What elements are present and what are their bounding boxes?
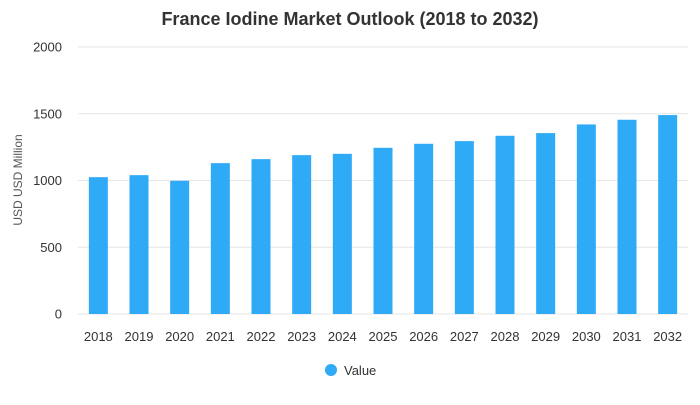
bar-2028[interactable]: [495, 135, 515, 314]
y-axis-label: USD USD Million: [11, 134, 25, 225]
y-tick-label: 1000: [33, 173, 62, 188]
y-tick-label: 500: [40, 240, 62, 255]
x-tick-label: 2024: [328, 329, 357, 344]
chart-title: France Iodine Market Outlook (2018 to 20…: [161, 9, 538, 29]
bar-2022[interactable]: [251, 159, 271, 314]
bar-2026[interactable]: [414, 143, 434, 314]
bar-2031[interactable]: [617, 119, 637, 314]
bar-2021[interactable]: [210, 163, 230, 314]
bar-2029[interactable]: [536, 133, 556, 314]
x-tick-label: 2032: [653, 329, 682, 344]
x-tick-label: 2020: [165, 329, 194, 344]
x-tick-label: 2022: [247, 329, 276, 344]
bar-2019[interactable]: [129, 175, 149, 314]
bar-2030[interactable]: [576, 124, 596, 315]
legend-marker-value: [325, 364, 337, 376]
bar-2023[interactable]: [292, 155, 312, 314]
y-tick-label: 2000: [33, 40, 62, 55]
bar-2024[interactable]: [332, 153, 352, 314]
x-axis-ticks: 2018 2019 2020 2021 2022 2023 2024 2025 2026 2027…: [84, 329, 682, 344]
bar-2027[interactable]: [454, 141, 474, 314]
y-tick-label: 0: [55, 307, 62, 322]
bars: [88, 115, 678, 315]
bar-2020[interactable]: [170, 180, 190, 314]
legend-label-value: Value: [344, 363, 376, 378]
x-tick-label: 2026: [409, 329, 438, 344]
y-tick-label: 1500: [33, 106, 62, 121]
x-tick-label: 2030: [572, 329, 601, 344]
x-tick-label: 2018: [84, 329, 113, 344]
y-axis-ticks: 0 500 1000 1500 2000: [33, 40, 62, 322]
legend[interactable]: Value: [325, 363, 376, 378]
x-tick-label: 2021: [206, 329, 235, 344]
bar-2025[interactable]: [373, 147, 393, 314]
x-tick-label: 2023: [287, 329, 316, 344]
x-tick-label: 2027: [450, 329, 479, 344]
x-tick-label: 2025: [369, 329, 398, 344]
x-tick-label: 2028: [491, 329, 520, 344]
bar-2018[interactable]: [88, 177, 108, 314]
bar-2032[interactable]: [658, 115, 678, 315]
x-tick-label: 2029: [531, 329, 560, 344]
x-tick-label: 2031: [613, 329, 642, 344]
x-tick-label: 2019: [125, 329, 154, 344]
